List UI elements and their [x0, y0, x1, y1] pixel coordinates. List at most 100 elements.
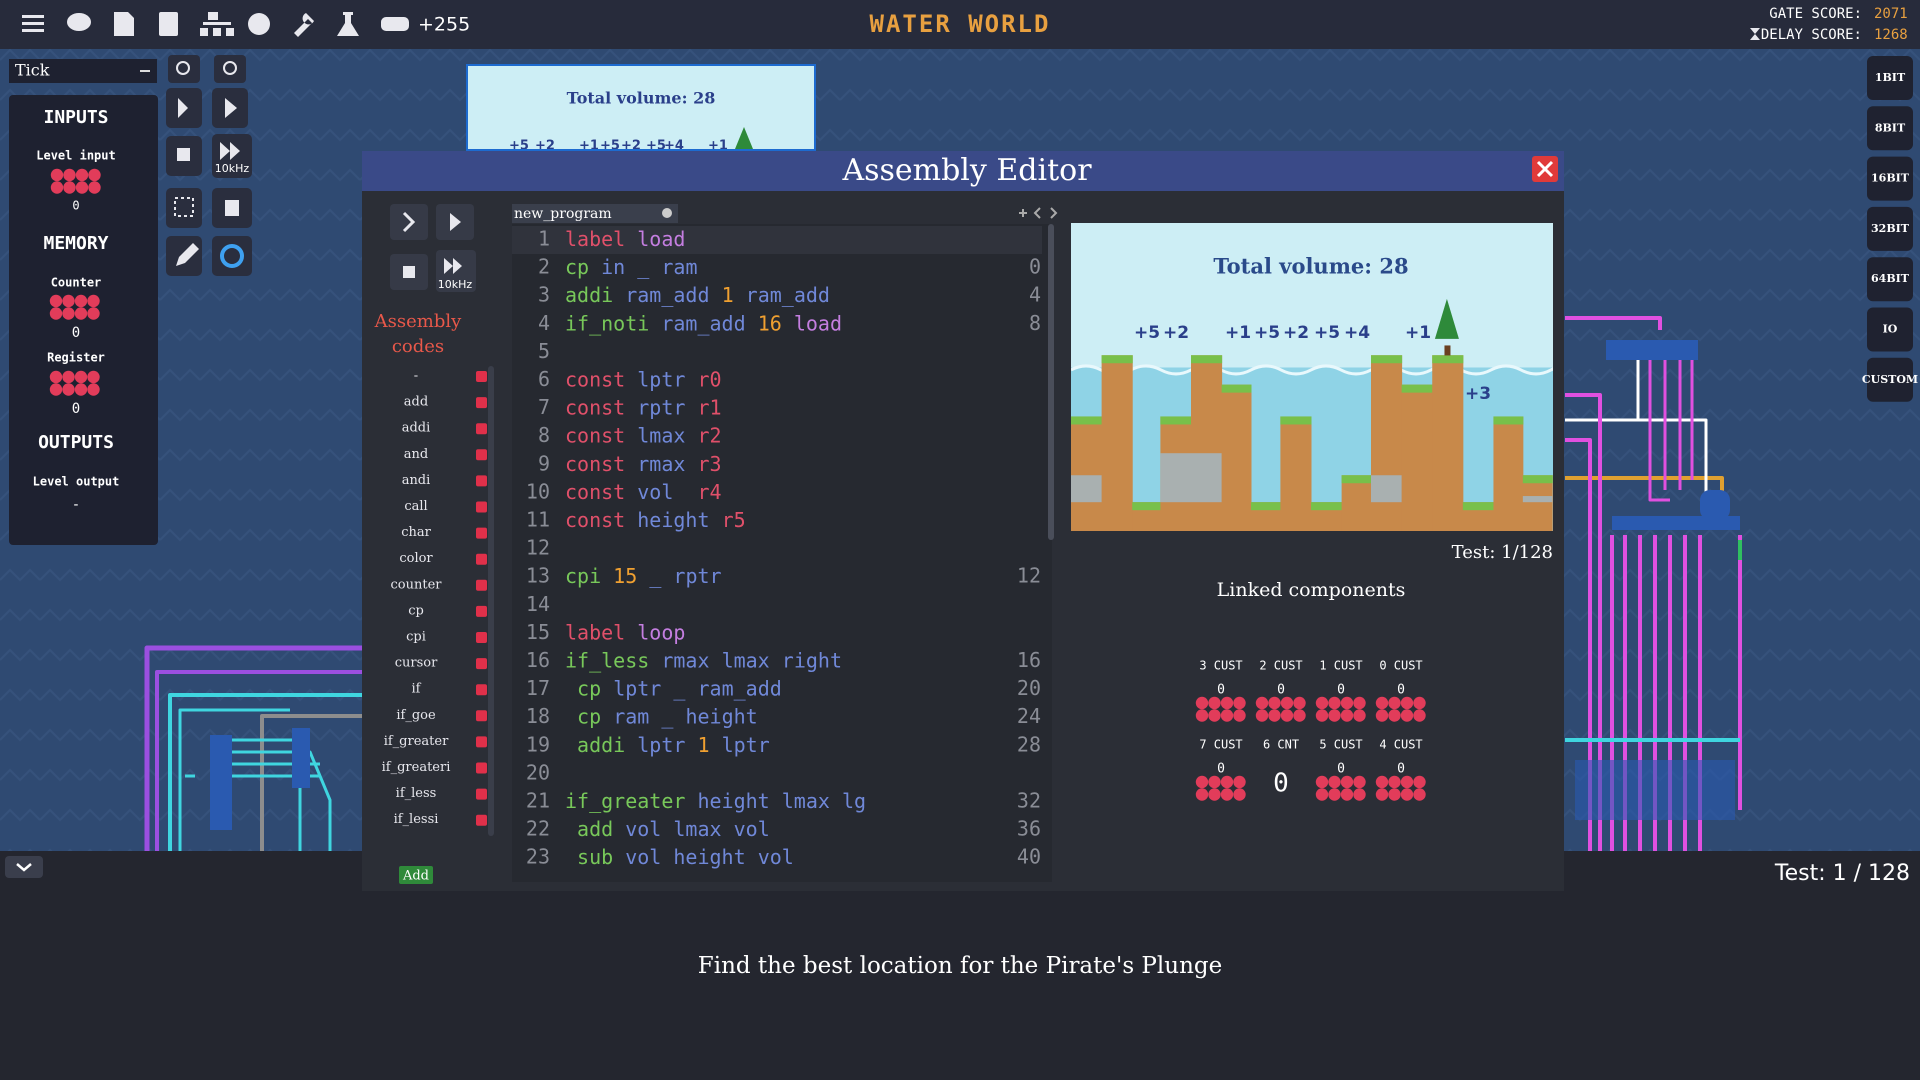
collapse-button[interactable] [5, 856, 43, 878]
code-entry[interactable]: color [399, 551, 433, 566]
component-button-label: 8BIT [1875, 121, 1906, 134]
lab-button[interactable] [337, 12, 359, 36]
hierarchy-button[interactable] [200, 12, 234, 36]
component-value: 0 [1217, 683, 1225, 698]
code-entry[interactable]: cpi [406, 630, 426, 645]
remove-code[interactable] [476, 475, 487, 487]
code-entry[interactable]: cursor [395, 656, 438, 671]
component-button[interactable] [1867, 156, 1913, 201]
line-address: 24 [1017, 704, 1041, 728]
remove-code[interactable] [476, 814, 487, 826]
line-number: 3 [538, 283, 550, 307]
remove-code[interactable] [476, 579, 487, 591]
remove-code[interactable] [476, 371, 487, 382]
clock-select[interactable] [9, 59, 157, 83]
score-icon [381, 17, 409, 31]
component-value: 0 [1217, 762, 1225, 777]
remove-code[interactable] [476, 736, 487, 748]
component-button[interactable] [1867, 106, 1913, 151]
background-preview-label: +1 [579, 139, 599, 154]
remove-code[interactable] [476, 658, 487, 670]
color-tool[interactable] [212, 236, 252, 276]
select-tool[interactable] [166, 188, 202, 228]
editor-tab[interactable] [512, 204, 678, 223]
codes-title: Assembly codes [374, 311, 462, 357]
code-entry[interactable]: andi [402, 473, 431, 488]
component-button[interactable] [1867, 257, 1913, 302]
remove-code[interactable] [476, 397, 487, 409]
file-button[interactable] [114, 12, 134, 36]
led [1268, 709, 1281, 722]
led [1268, 696, 1281, 710]
top-bar [0, 0, 1920, 49]
ground [1101, 355, 1133, 531]
preview-label: +1 [1405, 323, 1431, 343]
clock-speed: 10kHz [215, 162, 250, 175]
remove-code[interactable] [476, 423, 487, 435]
background-preview-label: +5 [600, 139, 620, 154]
component-button[interactable] [1867, 206, 1913, 251]
remove-code[interactable] [476, 553, 487, 565]
chat-button[interactable] [67, 13, 91, 31]
line-number: 20 [526, 760, 550, 784]
remove-code[interactable] [476, 449, 487, 461]
led [1195, 709, 1209, 722]
ground [1071, 416, 1103, 531]
level-preview [1071, 223, 1553, 531]
editor-step[interactable] [390, 204, 428, 240]
code-entry[interactable]: and [404, 447, 428, 462]
remove-code[interactable] [476, 632, 487, 643]
level-description: Find the best location for the Pirate's … [698, 953, 1222, 979]
level-input-value: 0 [72, 199, 79, 213]
settings-button[interactable] [248, 13, 270, 35]
code-entry[interactable]: if_less [396, 786, 437, 801]
code-line: addi ram_add 1 ram_add [565, 283, 830, 307]
led [1340, 788, 1354, 801]
code-entry[interactable]: - [414, 369, 418, 384]
code-entry[interactable]: if_goe [396, 708, 436, 723]
remove-code[interactable] [476, 527, 487, 539]
add-button[interactable] [399, 866, 433, 884]
code-entry[interactable]: add [404, 395, 428, 410]
component-button[interactable] [1867, 56, 1913, 100]
component-label: 5 CUST [1319, 738, 1362, 752]
line-address: 12 [1017, 564, 1041, 588]
code-entry[interactable]: counter [391, 577, 443, 592]
menu-button[interactable] [22, 15, 44, 32]
led [1315, 696, 1329, 710]
component-button[interactable] [1867, 357, 1913, 402]
top-icons [22, 12, 1760, 40]
code-entry[interactable]: if_greater [384, 734, 449, 749]
remove-code[interactable] [476, 710, 487, 722]
led [1293, 709, 1306, 722]
code-entry[interactable]: cp [408, 603, 424, 618]
grass [1432, 355, 1464, 364]
inputs-title: INPUTS [43, 107, 108, 128]
code-entry[interactable]: call [404, 499, 427, 514]
code-entry[interactable]: if_lessi [394, 812, 439, 827]
code-entry[interactable]: if_greateri [382, 760, 451, 775]
code-entry[interactable]: addi [402, 421, 431, 436]
component-button[interactable] [1867, 307, 1913, 352]
code-line: const vol r4 [565, 479, 722, 503]
tab-close[interactable] [662, 208, 672, 218]
book-button[interactable] [159, 12, 178, 36]
code-entry[interactable]: if [412, 682, 422, 697]
remove-code[interactable] [476, 501, 487, 513]
component-label: 2 CUST [1259, 659, 1302, 673]
select-collapse[interactable] [140, 70, 150, 72]
tools-button[interactable] [294, 13, 314, 37]
remove-code[interactable] [476, 788, 487, 800]
line-number: 18 [526, 704, 550, 728]
remove-code[interactable] [476, 605, 487, 617]
wave [1071, 364, 1553, 376]
preview-label: +1 [1225, 323, 1251, 343]
line-number: 23 [526, 845, 550, 869]
led [1400, 709, 1414, 722]
remove-code[interactable] [476, 684, 487, 696]
led [74, 383, 88, 396]
remove-code[interactable] [476, 762, 487, 774]
code-entry[interactable]: char [401, 525, 431, 540]
close-button[interactable] [1532, 156, 1558, 182]
line-number: 6 [538, 367, 550, 391]
